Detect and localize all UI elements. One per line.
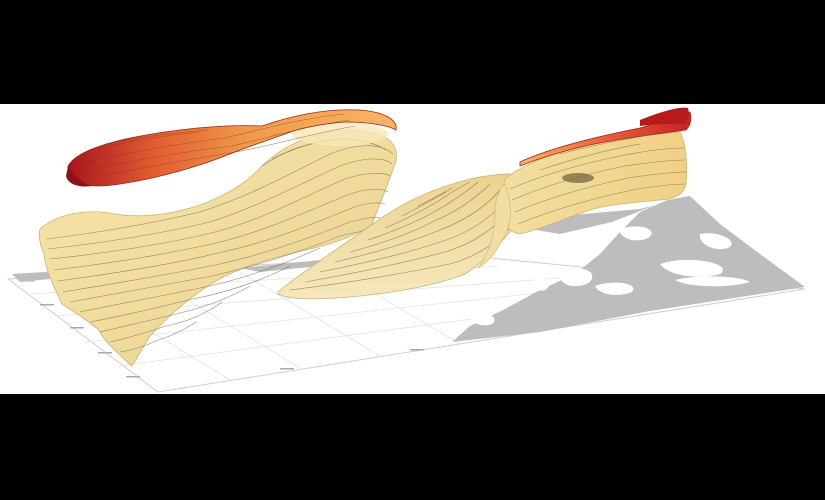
3d-isosurface-figure	[0, 104, 825, 394]
left-isosurface	[38, 122, 397, 367]
letterbox-bottom	[0, 394, 825, 500]
water-cutouts	[469, 226, 750, 326]
ribbon-isosurface	[66, 109, 397, 187]
letterbox-top	[0, 0, 825, 104]
right-isosurface	[477, 107, 692, 269]
